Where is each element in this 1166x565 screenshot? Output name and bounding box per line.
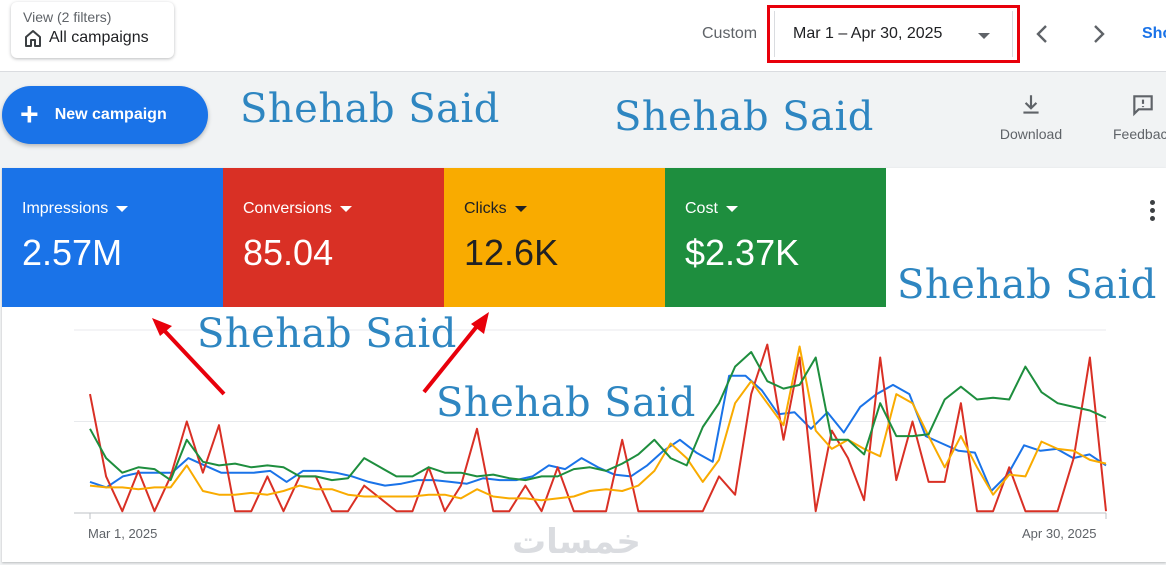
new-campaign-label: New campaign <box>54 106 167 123</box>
metric-value: $2.37K <box>685 232 800 273</box>
date-preset-label: Custom <box>702 25 758 42</box>
caret-down-icon <box>116 206 129 212</box>
feedback-button[interactable]: Feedbac <box>1106 92 1166 142</box>
view-selector[interactable]: View (2 filters) All campaigns <box>11 2 174 58</box>
metric-label: Clicks <box>464 200 645 218</box>
watermark-text: Shehab Said <box>897 262 1157 308</box>
series-line-2 <box>89 345 1107 502</box>
download-icon <box>1023 95 1039 114</box>
home-icon <box>23 28 43 48</box>
metric-label-text: Impressions <box>22 200 109 217</box>
metric-label-text: Cost <box>685 200 718 217</box>
more-options-icon[interactable] <box>1150 200 1155 224</box>
date-range-text: Mar 1 – Apr 30, 2025 <box>793 25 943 42</box>
series-line-0 <box>89 374 1107 492</box>
x-axis-end-label: Apr 30, 2025 <box>1022 526 1097 541</box>
metric-label: Cost <box>685 200 866 218</box>
watermark-text: Shehab Said <box>240 86 500 132</box>
brand-watermark: خمسات <box>512 523 641 561</box>
plus-icon: + <box>20 95 39 132</box>
top-bar: View (2 filters) All campaigns Custom Ma… <box>0 0 1166 72</box>
red-arrow-icon <box>422 312 489 394</box>
show-link[interactable]: Sho <box>1142 25 1166 42</box>
performance-line-chart <box>74 329 1107 519</box>
chevron-left-icon <box>1036 25 1047 43</box>
caret-down-icon <box>339 206 352 212</box>
download-label: Download <box>999 126 1063 142</box>
watermark-text: Shehab Said <box>436 380 696 426</box>
watermark-text: Shehab Said <box>614 94 874 140</box>
new-campaign-button[interactable]: + New campaign <box>2 86 208 144</box>
next-period-button[interactable] <box>1089 22 1109 46</box>
metric-value: 12.6K <box>464 232 559 273</box>
previous-period-button[interactable] <box>1032 22 1052 46</box>
metric-label-text: Conversions <box>243 200 332 217</box>
metric-tile-clicks[interactable]: Clicks 12.6K <box>444 168 665 307</box>
red-arrow-icon <box>152 318 226 396</box>
view-selection-label: All campaigns <box>49 29 149 46</box>
view-filters-count: View (2 filters) <box>23 9 112 25</box>
date-range-picker[interactable]: Mar 1 – Apr 30, 2025 <box>767 5 1020 63</box>
metric-tile-conversions[interactable]: Conversions 85.04 <box>223 168 444 307</box>
metric-tile-cost[interactable]: Cost $2.37K <box>665 168 886 307</box>
performance-chart-card: Impressions 2.57M Conversions 85.04 Clicks 12… <box>2 168 1166 562</box>
feedback-label: Feedbac <box>1113 126 1166 142</box>
chevron-right-icon <box>1094 25 1105 43</box>
metric-label-text: Clicks <box>464 200 507 217</box>
feedback-icon <box>1133 95 1153 117</box>
metric-tile-impressions[interactable]: Impressions 2.57M <box>2 168 223 307</box>
caret-down-icon <box>514 206 527 212</box>
series-line-3 <box>89 351 1107 482</box>
view-selection: All campaigns <box>23 28 162 48</box>
metric-label: Conversions <box>243 200 424 218</box>
metric-value: 85.04 <box>243 232 334 273</box>
chevron-down-icon <box>978 33 990 39</box>
metric-label: Impressions <box>22 200 203 218</box>
caret-down-icon <box>725 206 738 212</box>
x-axis-start-label: Mar 1, 2025 <box>88 526 158 541</box>
date-range-field[interactable]: Mar 1 – Apr 30, 2025 <box>774 11 1013 57</box>
metric-value: 2.57M <box>22 232 123 273</box>
watermark-text: Shehab Said <box>197 311 457 357</box>
download-button[interactable]: Download <box>991 92 1071 142</box>
